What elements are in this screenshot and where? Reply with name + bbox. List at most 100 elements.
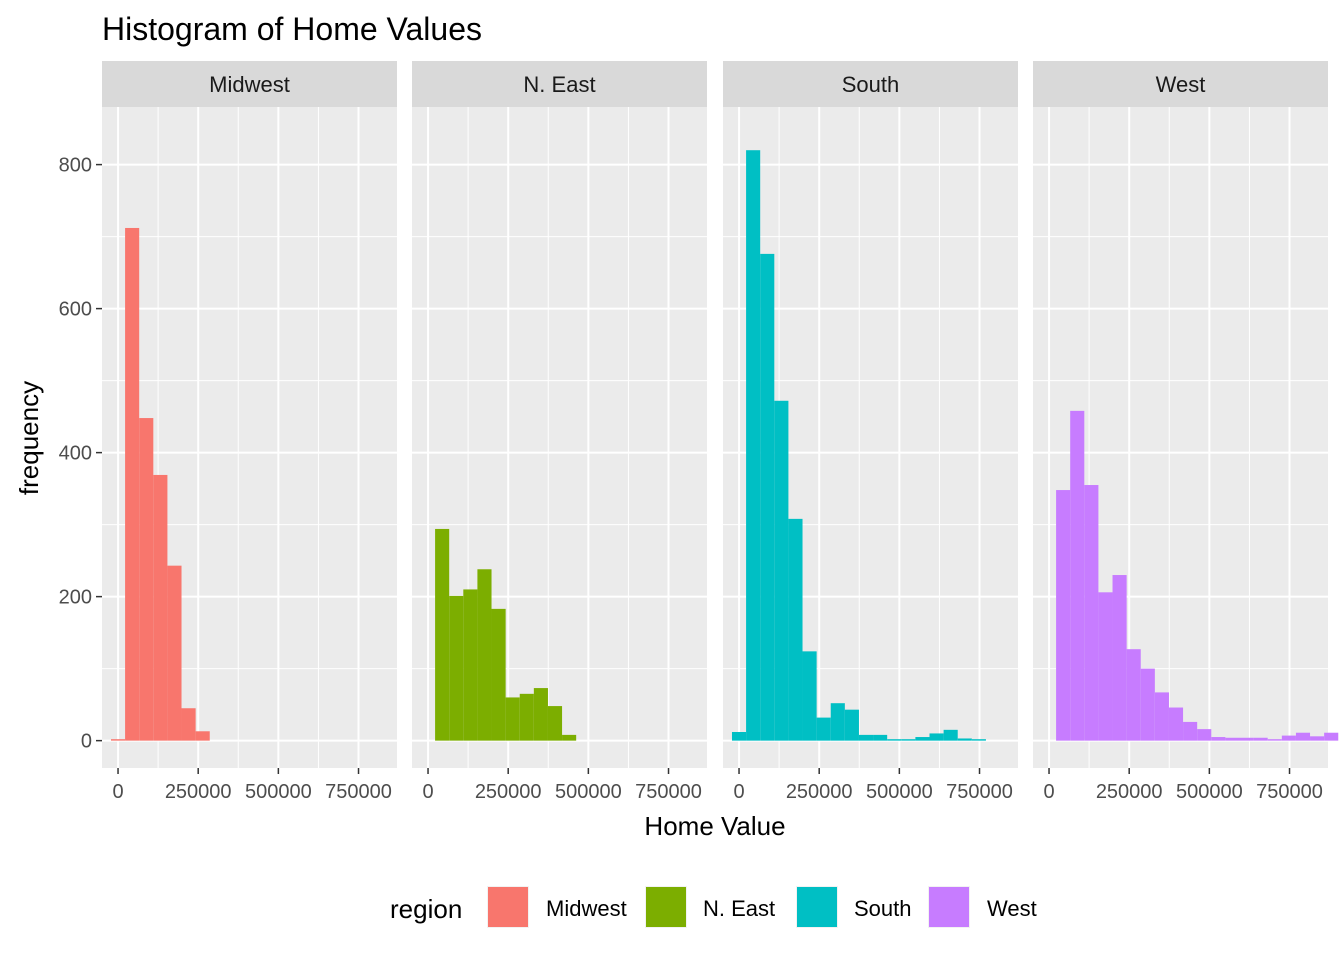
- x-tick-label: 250000: [165, 781, 232, 803]
- legend-key: [646, 887, 686, 927]
- histogram-bar: [547, 706, 563, 741]
- histogram-bar: [1267, 739, 1282, 741]
- x-tick-label: 0: [1043, 781, 1054, 803]
- histogram-bar: [519, 693, 534, 741]
- x-tick-label: 250000: [786, 781, 853, 803]
- histogram-bar: [1310, 736, 1325, 741]
- histogram-bar: [110, 739, 126, 741]
- facet-strip: [102, 61, 397, 107]
- histogram-bar: [1197, 729, 1212, 741]
- histogram-bar: [873, 734, 888, 741]
- facet-n-east: N. East 0 250000 500000 750000: [412, 61, 707, 803]
- y-axis-title: frequency: [14, 381, 44, 495]
- legend-label: South: [854, 896, 912, 921]
- histogram-bar: [1168, 707, 1184, 741]
- histogram-bar: [929, 733, 944, 741]
- histogram-bar: [181, 708, 196, 741]
- x-tick-label: 0: [733, 781, 744, 803]
- facet-strip: [723, 61, 1018, 107]
- x-tick-label: 500000: [555, 781, 622, 803]
- histogram-bar: [858, 734, 874, 741]
- facet-strip-label: West: [1156, 72, 1206, 97]
- x-tick-label: 750000: [635, 781, 702, 803]
- y-tick-label: 0: [81, 731, 92, 753]
- histogram-bar: [1112, 575, 1127, 741]
- histogram-bar: [844, 709, 859, 741]
- legend-label: N. East: [703, 896, 775, 921]
- histogram-bar: [533, 688, 548, 741]
- histogram-bar: [153, 474, 168, 741]
- x-tick-label: 250000: [1096, 781, 1163, 803]
- histogram-bar: [463, 589, 478, 741]
- facet-strip-label: South: [842, 72, 900, 97]
- histogram-bar: [1098, 592, 1113, 741]
- histogram-bar: [125, 227, 140, 741]
- histogram-bar: [1084, 485, 1099, 741]
- histogram-bar: [1211, 737, 1226, 741]
- histogram-bar: [505, 697, 520, 741]
- facet-west: West 0 250000 500000 750000: [1033, 61, 1339, 803]
- histogram-bar: [562, 734, 577, 741]
- histogram-bar: [1056, 490, 1071, 741]
- x-tick-label: 0: [422, 781, 433, 803]
- histogram-bar: [731, 731, 747, 741]
- histogram-bar: [491, 608, 506, 741]
- histogram-bar: [887, 739, 902, 741]
- histogram-bar: [1295, 732, 1311, 741]
- x-tick-label: 750000: [325, 781, 392, 803]
- histogram-bar: [943, 729, 958, 741]
- histogram-bar: [816, 717, 831, 741]
- histogram-bar: [901, 739, 916, 741]
- x-tick-label: 750000: [1256, 781, 1323, 803]
- histogram-bar: [1324, 732, 1339, 741]
- chart-title: Histogram of Home Values: [102, 11, 482, 47]
- histogram-bar: [957, 738, 972, 741]
- y-tick-label: 200: [59, 587, 92, 609]
- legend-key: [797, 887, 837, 927]
- y-tick-label: 600: [59, 299, 92, 321]
- facet-strip: [412, 61, 707, 107]
- legend: region Midwest N. East South West: [390, 886, 1037, 928]
- x-tick-label: 500000: [245, 781, 312, 803]
- x-tick-label: 250000: [475, 781, 542, 803]
- histogram-bar: [139, 418, 154, 741]
- x-tick-label: 500000: [866, 781, 933, 803]
- facets: Midwest 0 250000 500000 750000 0 200 400 600 800 N…: [59, 61, 1339, 803]
- y-tick-label: 400: [59, 443, 92, 465]
- facet-south: South 0 250000 500000 750000: [723, 61, 1018, 803]
- histogram-bar: [477, 569, 492, 741]
- histogram-bar: [435, 528, 450, 741]
- histogram-bar: [1154, 692, 1169, 741]
- histogram-bar: [915, 737, 930, 741]
- legend-key: [929, 887, 969, 927]
- facet-strip-label: N. East: [523, 72, 595, 97]
- histogram-bar: [760, 253, 775, 741]
- legend-key: [488, 887, 528, 927]
- histogram-bar: [1253, 737, 1268, 741]
- legend-label: Midwest: [546, 896, 627, 921]
- histogram-bar: [195, 731, 210, 741]
- x-tick-label: 750000: [946, 781, 1013, 803]
- legend-label: West: [987, 896, 1037, 921]
- legend-title: region: [390, 894, 462, 924]
- histogram-bar: [802, 651, 817, 741]
- x-tick-label: 500000: [1176, 781, 1243, 803]
- histogram-bar: [746, 150, 761, 741]
- histogram-bar: [788, 518, 803, 741]
- facet-strip-label: Midwest: [209, 72, 290, 97]
- histogram-bar: [1281, 735, 1296, 741]
- histogram-bar: [1183, 721, 1198, 741]
- histogram-bar: [1070, 410, 1085, 741]
- facet-midwest: Midwest 0 250000 500000 750000 0 200 400 600 800: [59, 61, 397, 803]
- histogram-bar: [971, 739, 986, 741]
- histogram-bar: [774, 400, 789, 741]
- histogram-bar: [1225, 737, 1240, 741]
- histogram-bar: [1239, 737, 1254, 741]
- histogram-bar: [1140, 668, 1155, 741]
- facet-strip: [1033, 61, 1328, 107]
- x-axis-title: Home Value: [644, 811, 785, 841]
- histogram-bar: [1126, 649, 1141, 741]
- histogram-bar: [830, 703, 845, 741]
- histogram-bar: [449, 595, 464, 741]
